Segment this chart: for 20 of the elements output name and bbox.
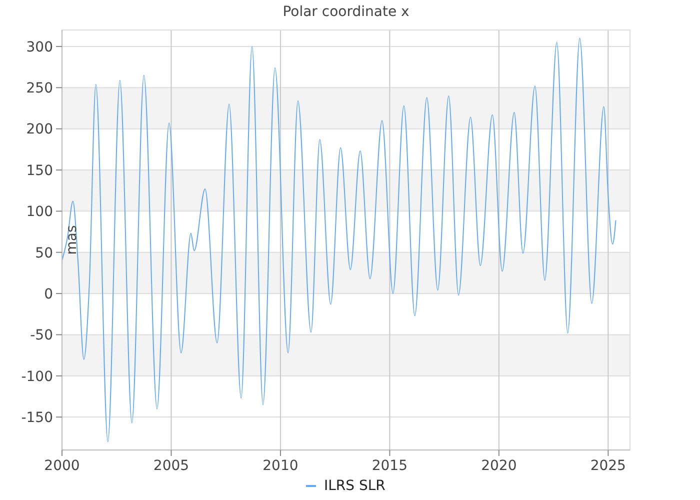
y-tick-label: 0 <box>44 286 53 302</box>
x-tick-label: 2015 <box>372 458 408 474</box>
y-tick-label: -100 <box>21 368 53 385</box>
legend-label: ILRS SLR <box>324 478 386 494</box>
y-tick-label: -50 <box>30 328 53 344</box>
y-tick-label: -150 <box>21 410 53 426</box>
y-axis-title: mas <box>64 225 80 255</box>
x-tick-label: 2000 <box>44 458 80 474</box>
y-tick-label: 300 <box>26 39 53 56</box>
x-tick-label: 2010 <box>262 458 298 474</box>
x-tick-label: 2005 <box>153 458 190 474</box>
line-series <box>62 38 616 442</box>
y-tick-label: 100 <box>26 204 53 220</box>
y-tick-label: 50 <box>35 245 53 262</box>
y-tick-label: 200 <box>26 122 53 138</box>
chart-title: Polar coordinate x <box>282 4 410 20</box>
y-tick-label: 150 <box>26 162 53 179</box>
y-tick-label: 250 <box>26 80 53 97</box>
x-tick-label: 2025 <box>590 458 626 474</box>
x-tick-label: 2020 <box>481 458 517 474</box>
